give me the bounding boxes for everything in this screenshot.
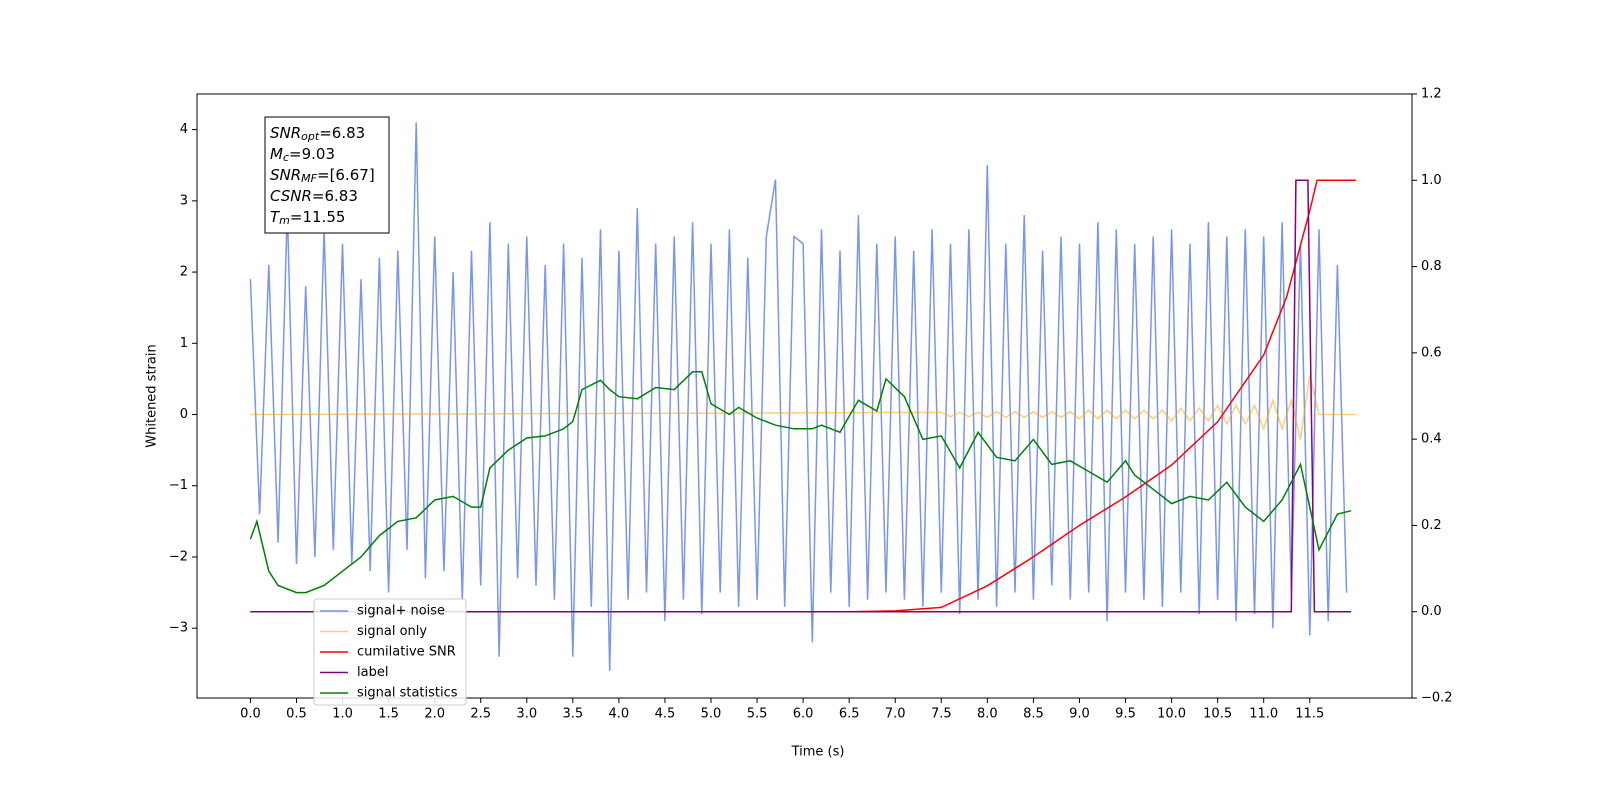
x-tick-label: 8.0 [977,707,998,722]
annotation-line: Mc=9.03 [270,145,335,165]
annotation-value: =9.03 [289,145,335,163]
series-line [249,371,1352,594]
x-tick-label: 6.0 [793,707,814,722]
annotation-sub: MF [301,172,317,185]
y-tick-label: 0 [180,407,188,422]
y-tick-label: −3 [169,621,188,636]
x-tick-label: 0.0 [240,707,261,722]
x-tick-label: 2.0 [424,707,445,722]
y2-tick-label: 0.8 [1421,259,1442,274]
annotation-sub: opt [301,130,320,143]
annotation-name: CSNR [270,187,312,205]
legend-label: cumilative SNR [357,645,456,660]
y-tick-label: 1 [180,336,188,351]
y-tick-label: 3 [180,193,188,208]
series-line [249,122,1348,671]
x-tick-label: 3.0 [516,707,537,722]
y-tick-label: 2 [180,265,188,280]
annotation-value: =6.83 [319,124,365,142]
x-tick-label: 8.5 [1023,707,1044,722]
plot-frame [196,93,1413,699]
series-line [250,179,1352,613]
annotation-sub: c [283,151,289,164]
y-axis-label: Whitened strain [145,344,160,447]
y2-tick-label: 0.0 [1421,604,1442,619]
x-tick-label: 4.0 [609,707,630,722]
annotation-line: SNRopt=6.83 [270,124,365,144]
y2-tick-label: 1.2 [1421,87,1442,102]
plot-area [249,122,1356,671]
series-line [250,375,1356,440]
annotation-line: CSNR=6.83 [270,187,358,205]
legend-label: label [357,665,388,680]
x-tick-label: 2.5 [470,707,491,722]
annotation-sub: m [279,214,290,227]
x-tick-label: 1.0 [332,707,353,722]
y-tick-label: −1 [169,478,188,493]
annotation-name: SNR [270,166,301,184]
x-tick-label: 11.0 [1249,707,1278,722]
annotation-line: Tm=11.55 [270,208,345,228]
annotation-name: T [270,208,281,226]
x-tick-label: 3.5 [562,707,583,722]
legend-label: signal+ noise [357,604,445,619]
annotation-box [264,116,390,234]
annotation-line: SNRMF=[6.67] [270,166,375,186]
legend-label: signal statistics [357,686,458,701]
y-tick-label: 4 [180,122,188,137]
y-tick-label: −2 [169,549,188,564]
annotation-value: =11.55 [290,208,346,226]
annotation-value: =[6.67] [317,166,375,184]
x-tick-label: 10.0 [1157,707,1186,722]
x-tick-label: 10.5 [1203,707,1232,722]
x-tick-label: 9.0 [1069,707,1090,722]
annotation-name: SNR [270,124,301,142]
x-tick-label: 11.5 [1295,707,1324,722]
x-tick-label: 4.5 [655,707,676,722]
x-tick-label: 5.0 [701,707,722,722]
annotation-name: M [270,145,283,163]
y2-tick-label: 1.0 [1421,173,1442,188]
y2-tick-label: 0.6 [1421,345,1442,360]
x-tick-label: 6.5 [839,707,860,722]
x-tick-label: 7.5 [931,707,952,722]
y2-tick-label: 0.2 [1421,518,1442,533]
y2-tick-label: −0.2 [1421,691,1453,706]
x-tick-label: 1.5 [378,707,399,722]
legend-label: signal only [357,624,427,639]
x-tick-label: 5.5 [747,707,768,722]
x-tick-label: 9.5 [1115,707,1136,722]
annotation-value: =6.83 [312,187,358,205]
y2-tick-label: 0.4 [1421,432,1442,447]
x-tick-label: 7.0 [885,707,906,722]
legend-box [313,598,467,706]
x-tick-label: 0.5 [286,707,307,722]
x-axis-label: Time (s) [791,745,845,760]
series-line [250,179,1356,613]
